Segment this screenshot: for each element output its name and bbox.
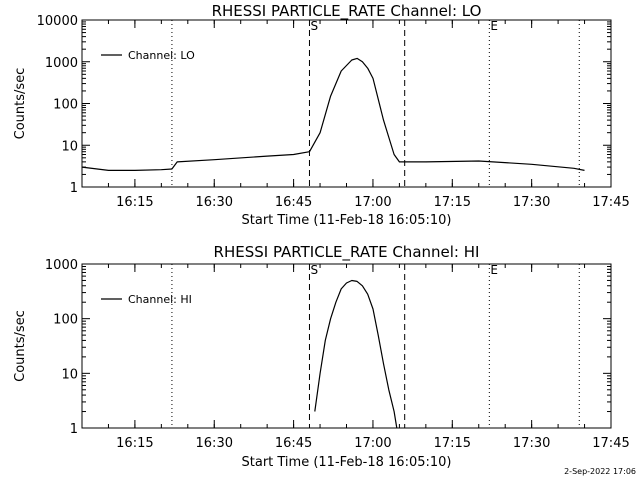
- x-tick-label: 16:15: [116, 436, 153, 451]
- event-marker-label: S: [310, 19, 318, 33]
- lo-channel-chart: RHESSI PARTICLE_RATE Channel: LO 16:15 16:…: [13, 2, 630, 228]
- y-tick-label: 10: [61, 367, 78, 382]
- series-line: [81, 57, 585, 171]
- x-tick-label: 17:30: [513, 195, 550, 210]
- y-tick-label: 100: [53, 313, 78, 328]
- chart-title: RHESSI PARTICLE_RATE Channel: LO: [212, 2, 482, 21]
- x-tick-label: 17:15: [434, 195, 471, 210]
- x-tick-label: 17:30: [513, 436, 550, 451]
- x-tick-label: 16:15: [116, 195, 153, 210]
- plot-frame: [81, 19, 612, 188]
- legend-label: Channel: HI: [128, 293, 192, 306]
- x-tick-label: 16:45: [275, 195, 312, 210]
- x-tick-label: 17:00: [354, 195, 391, 210]
- y-tick-label: 10: [61, 139, 78, 154]
- hi-channel-chart: RHESSI PARTICLE_RATE Channel: HI 16:15 16:…: [13, 243, 630, 470]
- x-tick-label: 16:30: [196, 195, 233, 210]
- generation-timestamp: 2-Sep-2022 17:06: [564, 467, 636, 476]
- event-marker-label: E: [490, 19, 498, 33]
- y-tick-label: 1000: [45, 258, 78, 273]
- x-tick-label: 17:00: [354, 436, 391, 451]
- x-tick-label: 17:15: [434, 436, 471, 451]
- x-tick-label: 16:45: [275, 436, 312, 451]
- y-tick-label: 1: [70, 422, 78, 437]
- chart-title: RHESSI PARTICLE_RATE Channel: HI: [214, 243, 480, 262]
- y-tick-label: 1: [70, 181, 78, 196]
- x-tick-label: 16:30: [196, 436, 233, 451]
- y-tick-label: 10000: [37, 14, 78, 29]
- plot-frame: [81, 263, 612, 429]
- y-tick-label: 100: [53, 98, 78, 113]
- x-axis-label: Start Time (11-Feb-18 16:05:10): [242, 213, 452, 228]
- legend-label: Channel: LO: [128, 49, 195, 62]
- event-marker-label: S: [310, 263, 318, 277]
- y-tick-label: 1000: [45, 56, 78, 71]
- y-axis-label: Counts/sec: [13, 68, 28, 140]
- y-axis-label: Counts/sec: [13, 310, 28, 382]
- event-marker-label: E: [490, 263, 498, 277]
- x-axis-label: Start Time (11-Feb-18 16:05:10): [242, 455, 452, 470]
- x-tick-label: 17:45: [592, 195, 629, 210]
- x-tick-label: 17:45: [592, 436, 629, 451]
- series-line: [314, 279, 398, 429]
